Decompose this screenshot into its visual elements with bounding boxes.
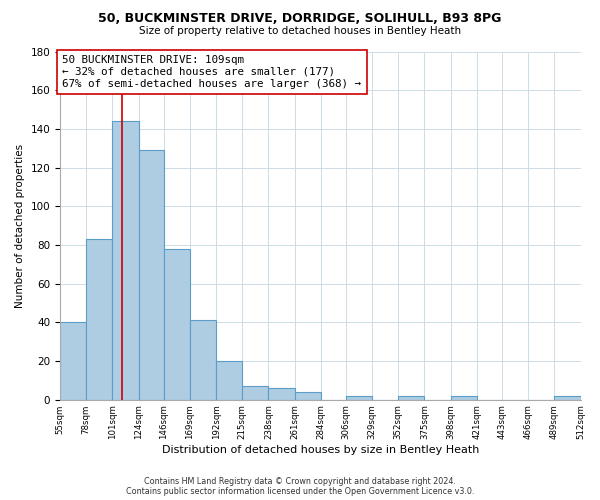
Text: Size of property relative to detached houses in Bentley Heath: Size of property relative to detached ho… (139, 26, 461, 36)
Bar (190, 320, 216, 400)
Bar (554, 396, 581, 400)
Bar (346, 396, 372, 400)
Text: Contains HM Land Registry data © Crown copyright and database right 2024.
Contai: Contains HM Land Registry data © Crown c… (126, 476, 474, 496)
Bar (216, 361, 242, 400)
Bar (295, 392, 321, 400)
Bar (398, 396, 424, 400)
Bar (268, 388, 295, 400)
Bar (139, 150, 164, 400)
Text: 50 BUCKMINSTER DRIVE: 109sqm
← 32% of detached houses are smaller (177)
67% of s: 50 BUCKMINSTER DRIVE: 109sqm ← 32% of de… (62, 56, 361, 88)
Bar (164, 249, 190, 400)
Bar (242, 386, 268, 400)
Bar (60, 322, 86, 400)
Y-axis label: Number of detached properties: Number of detached properties (15, 144, 25, 308)
Bar (451, 396, 477, 400)
Bar (86, 239, 112, 400)
Bar (112, 121, 139, 400)
Text: 50, BUCKMINSTER DRIVE, DORRIDGE, SOLIHULL, B93 8PG: 50, BUCKMINSTER DRIVE, DORRIDGE, SOLIHUL… (98, 12, 502, 26)
X-axis label: Distribution of detached houses by size in Bentley Heath: Distribution of detached houses by size … (161, 445, 479, 455)
